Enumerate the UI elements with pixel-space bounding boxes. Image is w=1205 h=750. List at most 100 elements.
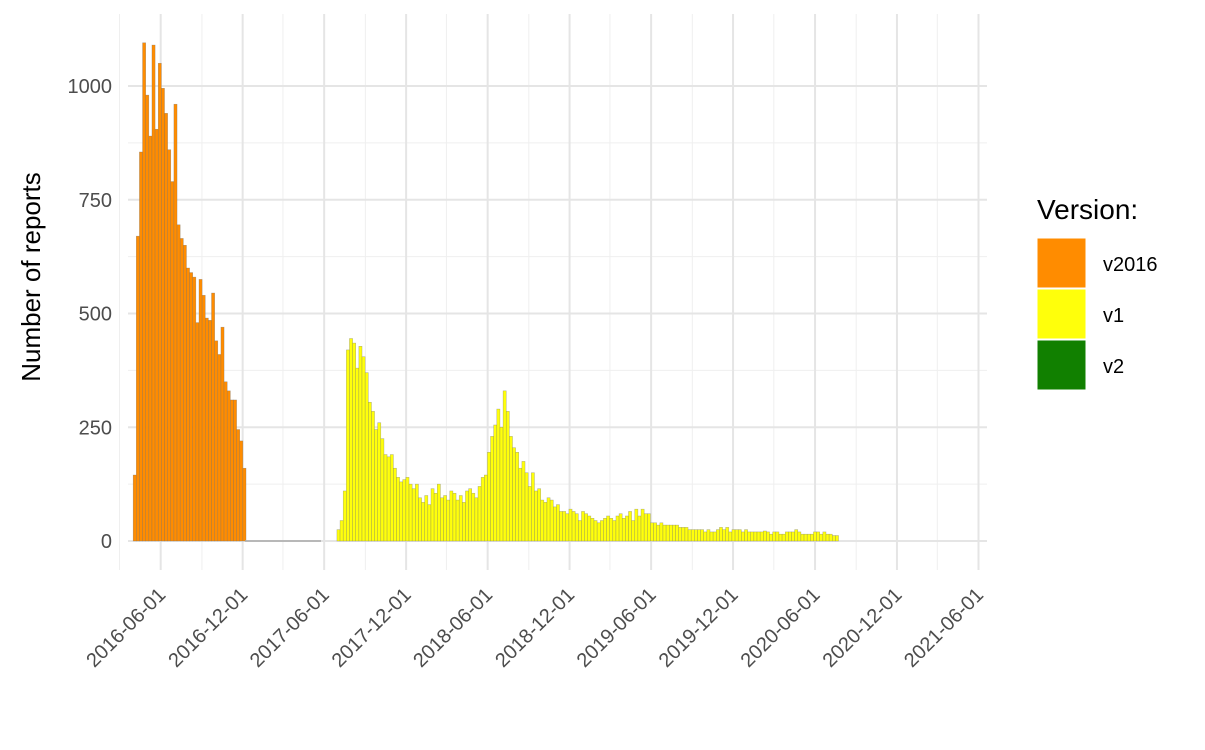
- bar-v1: [653, 522, 657, 542]
- bar-v1: [835, 535, 839, 542]
- bar-v1: [396, 477, 400, 542]
- bar-v1: [449, 490, 454, 542]
- bar-v1: [474, 497, 479, 542]
- bar-v1: [452, 492, 457, 542]
- bar-v1: [590, 518, 595, 542]
- bar-v1: [408, 483, 413, 542]
- bar-v1: [672, 524, 676, 542]
- bar-v1: [565, 513, 570, 542]
- bar-v1: [709, 531, 714, 542]
- bar-v1: [349, 338, 353, 542]
- bar-v2016: [211, 292, 215, 542]
- bar-v1: [537, 488, 541, 542]
- bar-v1: [747, 531, 752, 542]
- bar-v2016: [136, 235, 140, 542]
- bar-v1: [631, 520, 636, 542]
- bar-v1: [668, 524, 673, 542]
- bar-v1: [690, 529, 695, 542]
- bar-v1: [825, 533, 830, 542]
- grid-lines: [118, 14, 987, 570]
- bar-v1: [797, 531, 802, 542]
- bar-v1: [493, 424, 498, 542]
- bar-v2016: [186, 267, 190, 542]
- bar-v1: [759, 531, 764, 542]
- bar-v1: [540, 499, 545, 542]
- bar-v1: [568, 508, 573, 542]
- bar-v1: [637, 515, 642, 542]
- bar-v1: [546, 497, 551, 542]
- bar-v1: [455, 499, 460, 542]
- bar-v2016: [164, 113, 168, 542]
- bar-v1: [788, 531, 792, 542]
- bar-v2016: [239, 440, 244, 542]
- bar-v2016: [201, 295, 206, 542]
- bar-v2016: [132, 474, 137, 542]
- bar-v1: [462, 502, 466, 542]
- bar-v1: [571, 511, 576, 542]
- bar-v1: [364, 372, 369, 542]
- bar-v1: [778, 533, 783, 542]
- bar-v1: [527, 486, 532, 542]
- legend-label-v2: v2: [1103, 356, 1124, 378]
- bar-v1: [813, 531, 817, 542]
- bar-v1: [534, 490, 538, 542]
- bar-v1: [418, 497, 422, 542]
- bar-v1: [505, 411, 510, 542]
- bars: [132, 42, 839, 542]
- bar-v1: [377, 422, 382, 542]
- bar-v2016: [151, 44, 156, 542]
- bar-v1: [728, 531, 733, 542]
- bar-v1: [424, 495, 429, 542]
- bar-v1: [803, 533, 808, 542]
- bar-v1: [559, 511, 563, 542]
- bar-v1: [600, 520, 604, 542]
- bar-v1: [484, 474, 488, 542]
- bar-v1: [502, 390, 507, 542]
- bar-v1: [421, 502, 425, 542]
- bar-v1: [816, 531, 820, 542]
- bar-v1: [819, 533, 824, 542]
- bar-v1: [609, 518, 614, 542]
- bar-v1: [650, 522, 654, 542]
- bar-v1: [402, 479, 407, 542]
- x-tick-label: 2018-06-01: [409, 584, 497, 672]
- bar-v2016: [161, 88, 165, 542]
- bar-v1: [725, 527, 730, 542]
- bar-v1: [810, 533, 814, 542]
- bar-v2016: [157, 63, 162, 542]
- bar-v1: [781, 533, 786, 542]
- bar-v1: [775, 531, 780, 542]
- bar-v1: [640, 508, 645, 542]
- bar-v1: [662, 524, 667, 542]
- bar-v1: [399, 481, 404, 542]
- bar-v1: [490, 436, 494, 542]
- bar-v1: [687, 529, 692, 542]
- x-tick-label: 2016-06-01: [82, 584, 170, 672]
- bar-v1: [628, 511, 632, 542]
- bar-v1: [756, 531, 761, 542]
- bar-v1: [700, 529, 704, 542]
- bar-v1: [706, 529, 711, 542]
- bar-v1: [822, 531, 827, 542]
- bar-v2016: [242, 467, 247, 542]
- bar-v1: [368, 401, 372, 542]
- bar-v1: [832, 535, 836, 542]
- bar-v1: [772, 531, 777, 542]
- bar-v2016: [192, 276, 197, 542]
- bar-v1: [556, 504, 560, 542]
- legend-label-v2016: v2016: [1103, 254, 1158, 276]
- bar-v1: [346, 349, 350, 542]
- bar-v1: [518, 467, 523, 542]
- y-axis-ticks: 0 250 500 750 1000: [68, 76, 113, 553]
- bar-v1: [521, 461, 526, 542]
- x-tick-label: 2018-12-01: [491, 584, 579, 672]
- bar-v2016: [142, 42, 146, 542]
- bar-v1: [393, 467, 397, 542]
- bar-v1: [446, 499, 451, 542]
- bar-v1: [731, 529, 736, 542]
- bar-v1: [458, 495, 463, 542]
- legend-label-v1: v1: [1103, 305, 1124, 327]
- bar-v1: [603, 518, 607, 542]
